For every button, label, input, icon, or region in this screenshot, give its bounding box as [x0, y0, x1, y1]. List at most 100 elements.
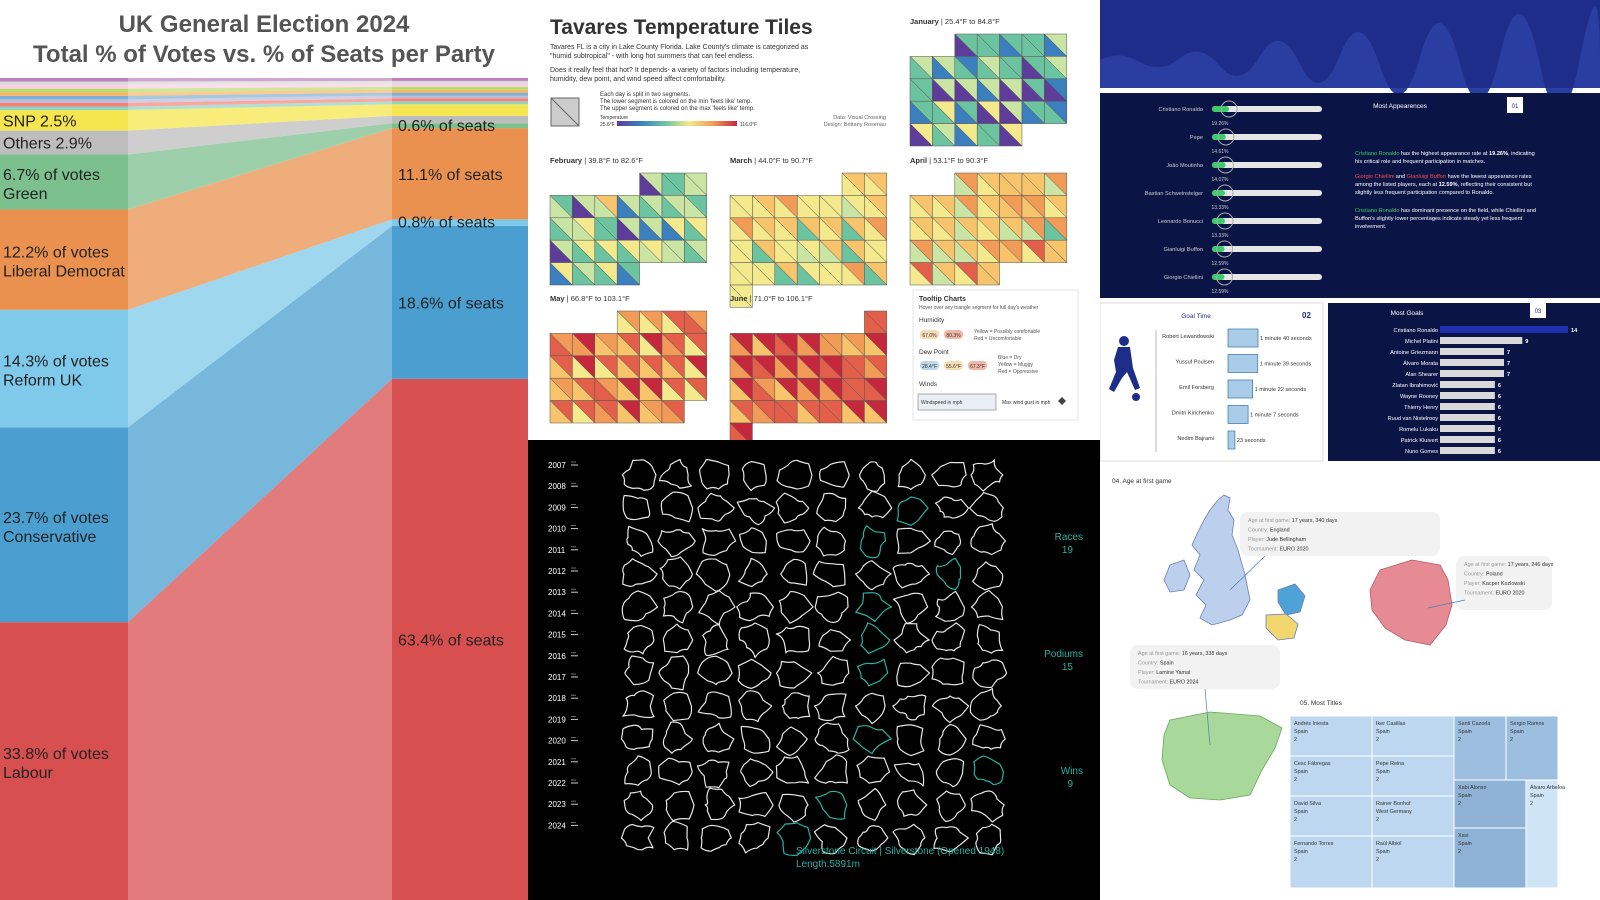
day-min-segment[interactable]	[796, 399, 821, 424]
appear-knob[interactable]	[1216, 212, 1234, 230]
day-min-segment[interactable]	[1044, 100, 1068, 124]
circuit-outline[interactable]	[776, 529, 811, 553]
circuit-outline[interactable]	[855, 560, 892, 591]
day-min-segment[interactable]	[594, 399, 618, 424]
day-min-segment[interactable]	[841, 399, 866, 424]
day-min-segment[interactable]	[999, 122, 1023, 147]
circuit-outline[interactable]	[702, 722, 735, 753]
circuit-outline[interactable]	[857, 490, 893, 519]
circuit-outline[interactable]	[934, 530, 962, 555]
circuit-outline[interactable]	[658, 655, 690, 691]
day-min-segment[interactable]	[909, 122, 934, 147]
day-min-segment[interactable]	[954, 261, 978, 286]
circuit-outline[interactable]	[738, 821, 771, 854]
circuit-outline[interactable]	[813, 824, 848, 855]
day-min-segment[interactable]	[954, 122, 978, 147]
circuit-outline[interactable]	[775, 625, 811, 654]
appear-knob[interactable]	[1215, 268, 1233, 286]
circuit-outline[interactable]	[775, 726, 808, 757]
circuit-outline[interactable]	[741, 461, 767, 492]
circuit-outline[interactable]	[856, 755, 891, 784]
day-min-segment[interactable]	[1021, 100, 1046, 124]
circuit-outline[interactable]	[936, 790, 966, 823]
circuit-outline[interactable]	[620, 824, 655, 851]
day-min-segment[interactable]	[1044, 239, 1068, 263]
circuit-outline[interactable]	[663, 691, 693, 722]
circuit-outline[interactable]	[738, 792, 774, 817]
day-min-segment[interactable]	[639, 399, 663, 424]
circuit-outline[interactable]	[778, 793, 809, 823]
day-min-segment[interactable]	[932, 122, 956, 147]
circuit-outline[interactable]	[740, 725, 771, 754]
circuit-outline[interactable]	[896, 724, 925, 757]
circuit-outline[interactable]	[622, 558, 658, 587]
circuit-outline[interactable]	[699, 458, 730, 490]
circuit-outline[interactable]	[892, 592, 929, 624]
day-min-segment[interactable]	[729, 422, 752, 440]
circuit-outline[interactable]	[658, 458, 693, 489]
day-min-segment[interactable]	[976, 122, 1001, 147]
circuit-outline[interactable]	[697, 691, 732, 719]
circuit-outline[interactable]	[623, 790, 654, 822]
title-cell[interactable]	[1289, 835, 1373, 889]
circuit-outline[interactable]	[740, 758, 774, 787]
circuit-outline[interactable]	[780, 558, 808, 586]
day-min-segment[interactable]	[999, 239, 1023, 263]
circuit-outline[interactable]	[857, 658, 889, 687]
circuit-outline[interactable]	[860, 622, 891, 654]
circuit-outline[interactable]	[739, 527, 767, 554]
circuit-outline[interactable]	[626, 525, 654, 557]
day-min-segment[interactable]	[774, 399, 798, 424]
circuit-outline[interactable]	[896, 496, 929, 526]
circuit-outline[interactable]	[859, 525, 886, 559]
circuit-outline[interactable]	[897, 458, 926, 490]
circuit-outline[interactable]	[701, 528, 737, 556]
circuit-outline[interactable]	[665, 790, 695, 822]
day-min-segment[interactable]	[684, 377, 708, 401]
day-min-segment[interactable]	[639, 239, 663, 263]
circuit-outline[interactable]	[973, 755, 1005, 786]
circuit-outline[interactable]	[972, 659, 1008, 689]
circuit-outline[interactable]	[662, 590, 694, 624]
day-min-segment[interactable]	[572, 261, 596, 286]
appear-knob[interactable]	[1216, 156, 1234, 174]
day-min-segment[interactable]	[616, 399, 641, 424]
circuit-outline[interactable]	[970, 459, 1004, 492]
circuit-outline[interactable]	[778, 590, 814, 624]
day-min-segment[interactable]	[932, 261, 956, 286]
circuit-outline[interactable]	[970, 589, 1004, 621]
circuit-outline[interactable]	[738, 622, 770, 659]
circuit-outline[interactable]	[896, 527, 931, 554]
circuit-outline[interactable]	[815, 526, 847, 557]
appear-knob[interactable]	[1215, 240, 1233, 258]
circuit-outline[interactable]	[698, 590, 736, 626]
day-min-segment[interactable]	[976, 261, 1001, 286]
circuit-outline[interactable]	[738, 557, 768, 588]
day-min-segment[interactable]	[661, 399, 686, 424]
day-min-segment[interactable]	[819, 399, 843, 424]
circuit-outline[interactable]	[935, 557, 962, 591]
title-cell[interactable]	[1453, 715, 1507, 781]
circuit-outline[interactable]	[970, 523, 1007, 556]
circuit-outline[interactable]	[736, 592, 774, 622]
day-min-segment[interactable]	[864, 399, 888, 424]
circuit-outline[interactable]	[775, 660, 813, 689]
circuit-outline[interactable]	[697, 759, 730, 789]
day-min-segment[interactable]	[729, 284, 754, 308]
title-cell[interactable]	[1525, 779, 1559, 889]
circuit-outline[interactable]	[702, 623, 729, 657]
circuit-outline[interactable]	[935, 590, 965, 622]
circuit-outline[interactable]	[896, 789, 928, 817]
day-min-segment[interactable]	[752, 261, 776, 286]
circuit-outline[interactable]	[968, 492, 1004, 522]
day-min-segment[interactable]	[594, 261, 618, 286]
circuit-outline[interactable]	[931, 622, 966, 652]
circuit-outline[interactable]	[857, 825, 889, 852]
circuit-outline[interactable]	[623, 624, 655, 655]
circuit-outline[interactable]	[657, 529, 696, 558]
title-cell[interactable]	[1371, 795, 1455, 837]
appear-knob[interactable]	[1220, 100, 1238, 118]
title-cell[interactable]	[1371, 835, 1455, 889]
day-min-segment[interactable]	[572, 399, 596, 424]
circuit-outline[interactable]	[892, 823, 926, 856]
